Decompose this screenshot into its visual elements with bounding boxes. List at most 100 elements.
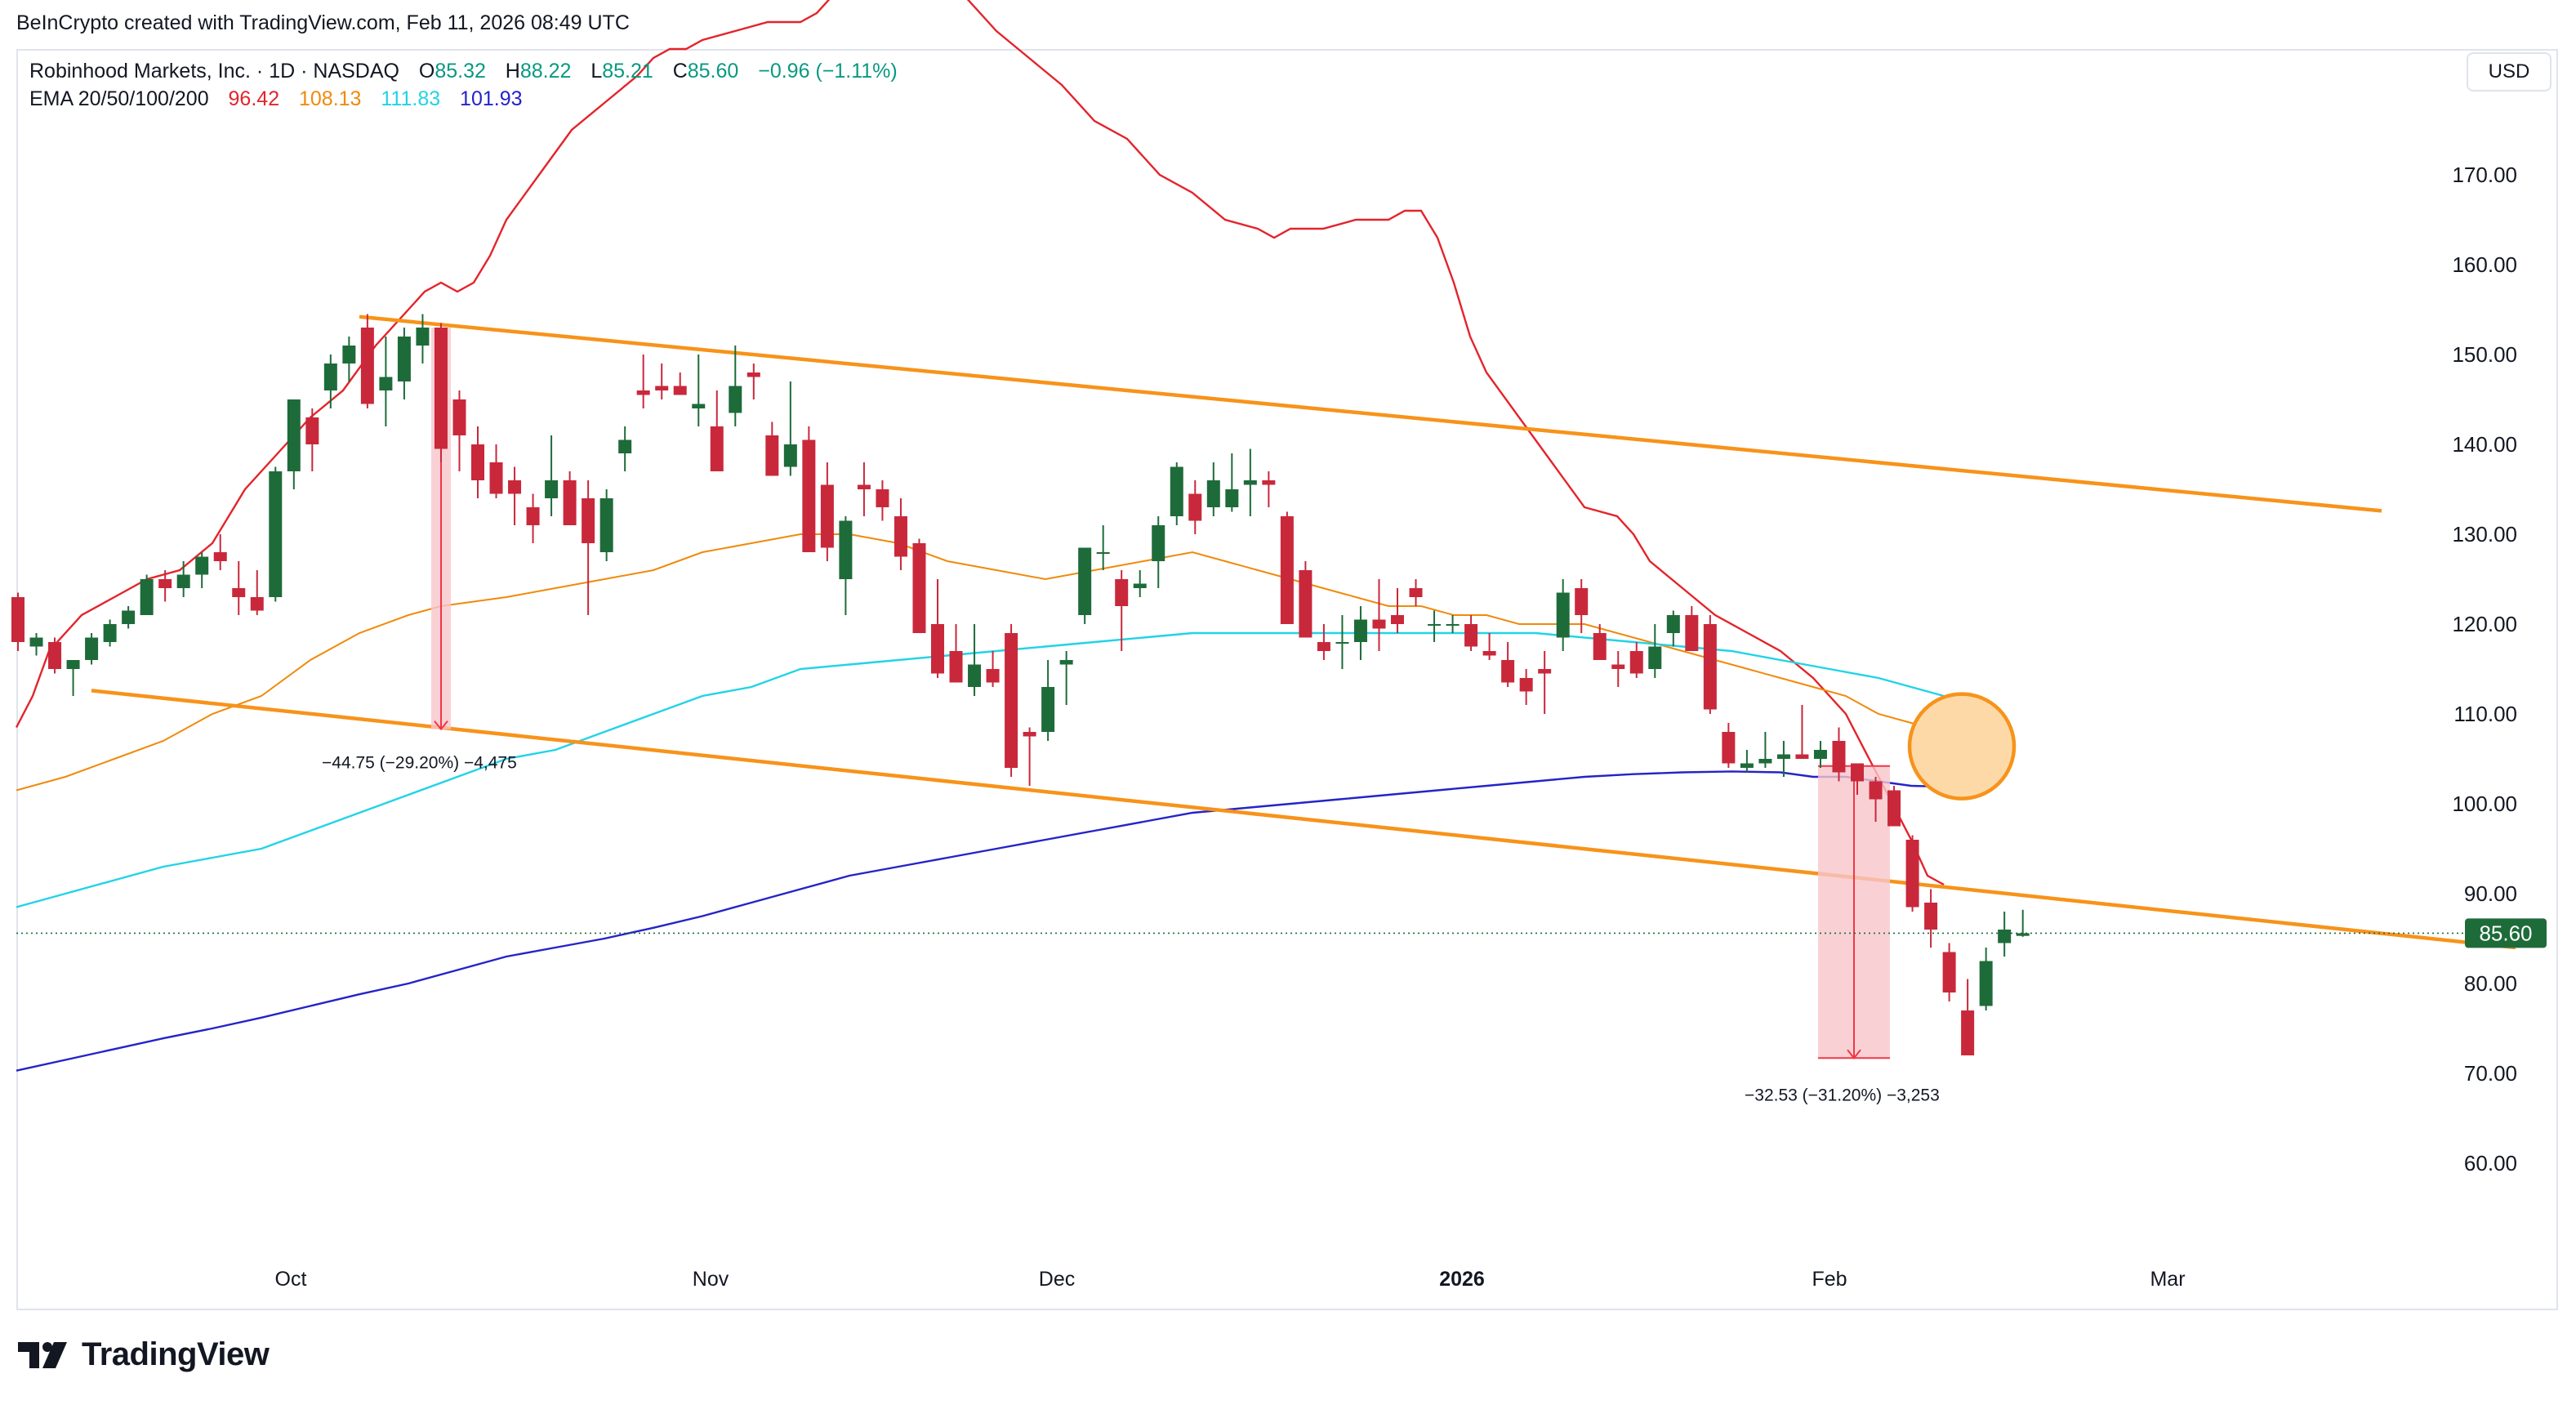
candle[interactable] [1685,606,1699,651]
channel-upper-line[interactable] [359,314,2382,513]
candle[interactable] [1629,642,1643,678]
candle[interactable] [452,390,466,471]
candle[interactable] [710,390,724,471]
candle[interactable] [1409,579,1423,606]
candle[interactable] [894,498,907,570]
candle[interactable] [1317,624,1330,660]
candle[interactable] [1887,786,1901,827]
candle[interactable] [508,466,522,526]
candle[interactable] [1575,579,1589,633]
candle[interactable] [1005,624,1018,777]
candle[interactable] [1041,660,1055,741]
candle[interactable] [968,624,982,696]
candle[interactable] [1170,462,1183,525]
candle[interactable] [250,570,264,615]
candle[interactable] [655,364,669,399]
candle[interactable] [1096,525,1110,570]
candle[interactable] [636,355,650,408]
candle[interactable] [416,314,430,364]
candle[interactable] [1280,511,1294,625]
candle[interactable] [103,619,117,647]
candle[interactable] [673,372,687,395]
candle[interactable] [232,561,246,615]
candle[interactable] [213,534,227,570]
candle[interactable] [857,462,871,516]
candle[interactable] [1243,448,1257,517]
candle[interactable] [1851,763,1864,796]
candle[interactable] [1924,889,1938,948]
candle[interactable] [434,323,448,463]
candle[interactable] [122,606,136,629]
candle[interactable] [379,337,393,426]
candle[interactable] [618,426,632,471]
candle[interactable] [1059,651,1073,705]
candle[interactable] [48,637,62,674]
candle[interactable] [11,592,25,652]
channel-lower-line[interactable] [91,689,2516,950]
candle[interactable] [802,426,816,552]
candle[interactable] [1428,610,1442,643]
candle[interactable] [1023,727,1036,787]
candle[interactable] [1979,948,1993,1010]
candle[interactable] [545,435,559,516]
candle[interactable] [1519,669,1533,705]
candle[interactable] [1593,624,1607,660]
candle[interactable] [1556,579,1570,651]
candle[interactable] [158,570,172,602]
candle[interactable] [692,355,706,426]
candle[interactable] [1501,642,1515,687]
candle[interactable] [1648,624,1662,678]
candle[interactable] [29,633,43,656]
candle[interactable] [986,651,1000,687]
candle[interactable] [1666,610,1680,647]
candle[interactable] [2016,909,2030,937]
candle[interactable] [397,328,411,399]
candle[interactable] [1464,615,1478,651]
candle[interactable] [1538,651,1552,714]
candle[interactable] [1942,943,1956,1002]
candle[interactable] [820,462,834,561]
highlight-circle[interactable] [1907,692,2017,801]
candle[interactable] [1446,615,1460,633]
candle[interactable] [305,408,319,471]
candle[interactable] [269,466,283,602]
candle[interactable] [1961,979,1975,1056]
candle[interactable] [1206,462,1220,516]
candle[interactable] [1611,651,1625,687]
candle[interactable] [1722,723,1736,768]
candle[interactable] [1482,633,1496,660]
candle[interactable] [949,624,963,683]
candle[interactable] [876,480,889,521]
candle[interactable] [1869,777,1883,822]
candle[interactable] [747,364,760,399]
candle[interactable] [323,355,337,408]
candle[interactable] [360,314,374,409]
candle[interactable] [783,381,797,476]
candle[interactable] [1078,547,1092,625]
candle[interactable] [1740,750,1754,773]
candle[interactable] [176,561,190,597]
candle[interactable] [85,633,99,665]
candle[interactable] [1905,835,1919,912]
candle[interactable] [1133,570,1147,597]
candle[interactable] [287,399,301,489]
currency-button[interactable]: USD [2467,52,2551,91]
candle[interactable] [1335,615,1349,669]
candle[interactable] [1998,912,2012,957]
candle[interactable] [1813,741,1827,768]
candle[interactable] [1703,615,1717,714]
candle[interactable] [839,516,853,615]
candle[interactable] [1152,516,1165,588]
candle[interactable] [1832,727,1846,782]
candle[interactable] [1758,732,1772,768]
candle[interactable] [489,444,503,498]
candle[interactable] [195,552,209,588]
candle[interactable] [599,489,613,561]
candle[interactable] [471,426,484,498]
candle[interactable] [1225,453,1239,512]
candle[interactable] [1372,579,1386,651]
candle[interactable] [582,480,595,615]
candle[interactable] [563,471,577,525]
tradingview-logo[interactable]: TradingView [18,1336,270,1373]
